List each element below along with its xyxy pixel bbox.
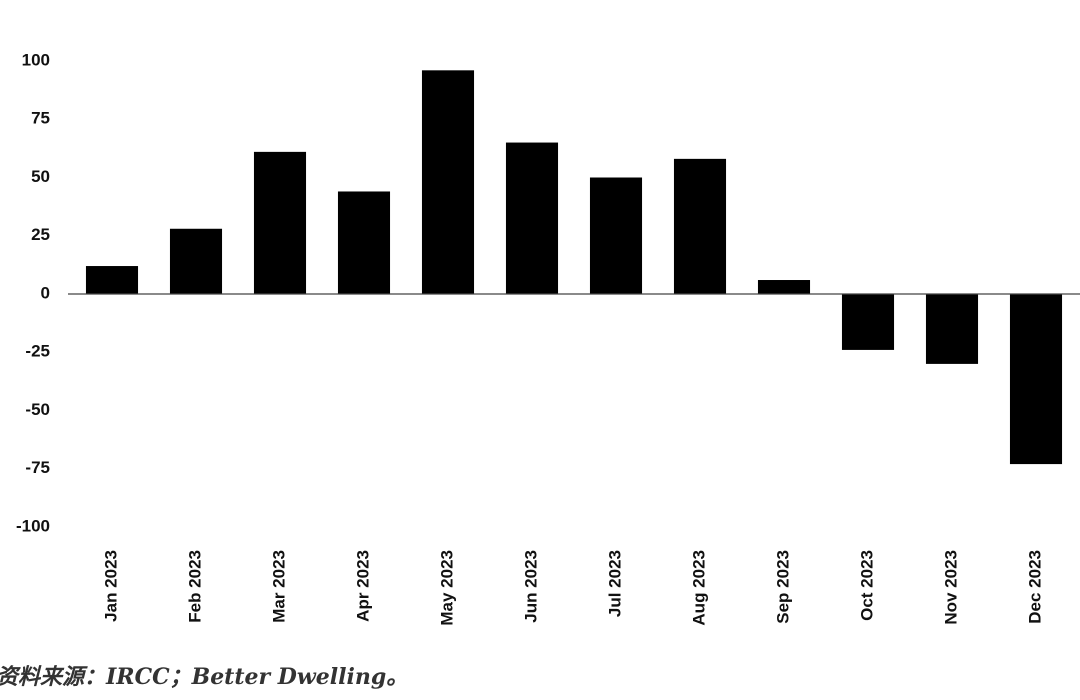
y-tick-label: -100: [16, 516, 50, 535]
bar: [421, 70, 475, 294]
x-tick-label: Mar 2023: [269, 550, 288, 623]
y-tick-label: 0: [41, 283, 50, 302]
y-tick-label: -75: [25, 458, 50, 477]
bar: [253, 151, 307, 294]
x-tick-label: Apr 2023: [353, 550, 372, 622]
bar: [1009, 294, 1063, 465]
source-note: 资料来源：IRCC；Better Dwelling。: [0, 664, 408, 690]
x-tick-label: May 2023: [437, 550, 456, 626]
bar: [757, 280, 811, 294]
y-tick-label: 75: [31, 109, 50, 128]
y-tick-label: 50: [31, 167, 50, 186]
x-tick-label: Jan 2023: [101, 550, 120, 622]
x-tick-label: Feb 2023: [185, 550, 204, 623]
x-tick-label: Sep 2023: [773, 550, 792, 624]
x-tick-label: Jul 2023: [605, 550, 624, 617]
x-tick-label: Oct 2023: [857, 550, 876, 621]
bar: [841, 294, 895, 350]
bar: [589, 177, 643, 294]
x-tick-label: Dec 2023: [1025, 550, 1044, 624]
y-tick-label: -50: [25, 400, 50, 419]
bar: [505, 142, 559, 294]
bar: [169, 228, 223, 294]
y-tick-label: 100: [22, 50, 50, 69]
x-tick-label: Jun 2023: [521, 550, 540, 623]
x-tick-label: Aug 2023: [689, 550, 708, 626]
bar: [925, 294, 979, 364]
bar: [337, 191, 391, 294]
bar: [673, 158, 727, 294]
bar: [85, 266, 139, 294]
y-tick-label: 25: [31, 225, 50, 244]
y-tick-label: -25: [25, 342, 50, 361]
x-tick-label: Nov 2023: [941, 550, 960, 625]
